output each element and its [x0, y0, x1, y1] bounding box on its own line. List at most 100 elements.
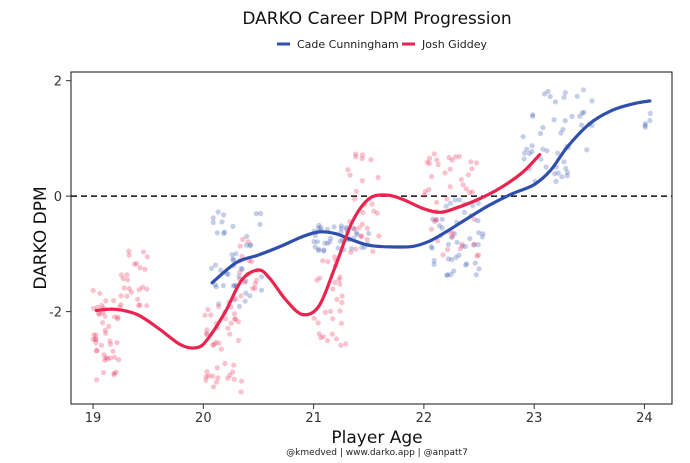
data-point-giddey [106, 323, 112, 329]
data-point-cade [337, 238, 343, 244]
data-point-cade [328, 235, 334, 241]
data-point-cade [479, 234, 485, 240]
data-point-giddey [100, 369, 107, 376]
trend-lines [94, 99, 652, 350]
data-point-cade [230, 256, 236, 262]
data-point-cade [574, 93, 580, 99]
data-point-giddey [231, 362, 237, 368]
data-point-giddey [359, 221, 365, 227]
data-point-giddey [471, 241, 477, 247]
data-point-giddey [211, 341, 217, 348]
data-point-cade [553, 178, 559, 184]
data-point-giddey [134, 261, 140, 267]
data-point-cade [521, 156, 527, 162]
data-point-giddey [450, 230, 456, 236]
data-point-cade [225, 271, 231, 277]
data-point-giddey [426, 187, 432, 193]
data-point-cade [314, 239, 321, 245]
data-point-giddey [218, 346, 224, 352]
data-point-giddey [332, 254, 338, 260]
data-point-giddey [97, 290, 103, 296]
data-point-giddey [97, 311, 103, 317]
data-point-cade [642, 122, 648, 128]
data-point-cade [459, 243, 465, 249]
data-point-giddey [237, 269, 243, 275]
data-point-cade [210, 219, 216, 226]
data-point-cade [461, 209, 467, 215]
data-point-giddey [434, 199, 440, 205]
data-point-giddey [358, 233, 364, 240]
data-point-cade [443, 203, 449, 209]
data-point-cade [647, 117, 653, 124]
data-point-giddey [128, 289, 134, 295]
data-point-giddey [440, 252, 446, 258]
data-point-cade [230, 257, 236, 263]
data-point-giddey [115, 314, 121, 320]
data-point-giddey [124, 272, 130, 278]
data-point-cade [529, 149, 535, 155]
data-point-cade [436, 223, 443, 229]
data-point-giddey [316, 331, 322, 337]
data-point-giddey [93, 332, 99, 338]
data-point-giddey [91, 332, 97, 338]
x-tick-label: 24 [636, 411, 653, 426]
data-point-giddey [368, 157, 374, 163]
data-point-cade [238, 265, 244, 271]
data-point-cade [524, 146, 530, 152]
data-point-cade [470, 203, 476, 209]
data-point-cade [325, 240, 331, 246]
data-point-cade [451, 268, 457, 274]
data-point-cade [312, 244, 318, 250]
data-point-giddey [96, 311, 102, 317]
data-point-giddey [339, 293, 345, 299]
data-point-cade [321, 248, 327, 254]
data-point-giddey [233, 296, 239, 302]
data-point-giddey [353, 246, 359, 252]
data-point-giddey [369, 201, 375, 207]
data-point-cade [431, 261, 437, 267]
data-point-giddey [227, 372, 233, 378]
data-point-giddey [469, 189, 476, 195]
data-point-cade [445, 241, 451, 248]
data-point-cade [520, 134, 526, 140]
data-point-cade [221, 229, 228, 235]
y-tick-label: 2 [54, 75, 62, 90]
data-point-giddey [210, 373, 216, 379]
data-point-giddey [93, 337, 99, 343]
data-point-cade [243, 278, 249, 284]
data-point-giddey [426, 160, 433, 166]
data-point-cade [473, 272, 479, 278]
data-point-giddey [121, 285, 127, 291]
data-point-cade [463, 262, 469, 268]
plot-border [70, 71, 673, 405]
data-point-giddey [126, 286, 132, 292]
data-point-giddey [204, 327, 210, 333]
data-point-cade [647, 110, 653, 116]
data-point-giddey [126, 248, 132, 254]
data-point-giddey [100, 320, 106, 326]
data-point-cade [316, 247, 322, 253]
data-point-cade [338, 225, 344, 231]
data-point-cade [577, 113, 583, 119]
data-point-giddey [337, 281, 343, 287]
data-point-cade [316, 222, 322, 228]
data-point-cade [220, 282, 226, 289]
data-point-giddey [467, 190, 473, 196]
data-point-giddey [330, 316, 336, 322]
data-point-giddey [203, 377, 209, 383]
data-point-cade [258, 287, 265, 293]
x-tick-label: 21 [305, 411, 322, 426]
data-point-cade [244, 233, 250, 239]
data-point-giddey [468, 159, 474, 165]
data-point-giddey [324, 338, 331, 344]
data-point-cade [444, 272, 450, 278]
data-point-cade [476, 266, 482, 272]
data-point-giddey [216, 340, 222, 346]
data-point-cade [451, 231, 458, 237]
data-point-giddey [112, 314, 118, 320]
trend-line-giddey [94, 153, 542, 350]
x-tick-label: 23 [526, 411, 543, 426]
data-point-cade [475, 242, 481, 248]
data-point-giddey [460, 182, 466, 188]
